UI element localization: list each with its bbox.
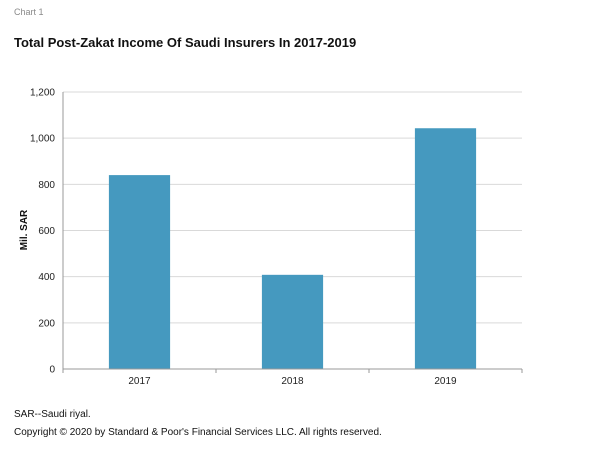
copyright-notice: Copyright © 2020 by Standard & Poor's Fi… bbox=[14, 427, 382, 438]
y-tick-label: 1,200 bbox=[30, 88, 55, 99]
y-axis-title: Mil. SAR bbox=[19, 209, 30, 250]
bar-2019 bbox=[414, 128, 477, 369]
x-tick-labels: 2017 2018 2019 bbox=[128, 376, 457, 387]
y-tick-label: 200 bbox=[38, 318, 55, 329]
bar-chart: 0 200 400 600 800 1,000 1,200 2017 2018 2019 Mil… bbox=[19, 88, 523, 387]
y-tick-label: 0 bbox=[49, 365, 55, 376]
chart-number-label: Chart 1 bbox=[14, 7, 44, 17]
footnote: SAR--Saudi riyal. bbox=[14, 409, 91, 420]
bar-2017 bbox=[108, 175, 171, 369]
y-tick-label: 800 bbox=[38, 180, 55, 191]
chart-title: Total Post-Zakat Income Of Saudi Insurer… bbox=[14, 35, 357, 50]
x-tick-label: 2017 bbox=[128, 376, 151, 387]
axes bbox=[62, 92, 523, 373]
y-tick-labels: 0 200 400 600 800 1,000 1,200 bbox=[30, 88, 55, 376]
bars bbox=[108, 128, 477, 369]
y-tick-label: 1,000 bbox=[30, 134, 55, 145]
x-tick-label: 2019 bbox=[434, 376, 457, 387]
x-tick-label: 2018 bbox=[281, 376, 304, 387]
bar-2018 bbox=[261, 274, 324, 369]
y-tick-label: 600 bbox=[38, 226, 55, 237]
y-tick-label: 400 bbox=[38, 272, 55, 283]
